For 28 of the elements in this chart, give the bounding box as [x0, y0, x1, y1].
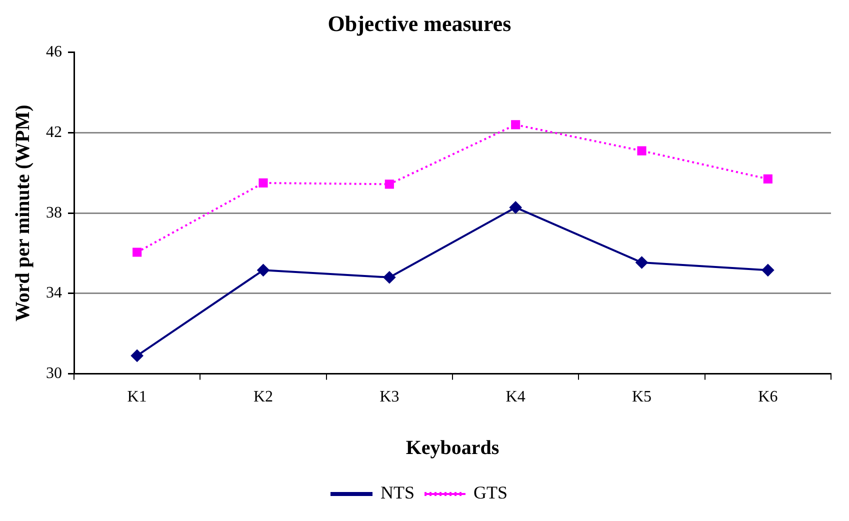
point	[257, 264, 270, 276]
point	[510, 201, 522, 214]
x-tick-label: K3	[380, 388, 400, 406]
y-tick-label: 34	[46, 284, 62, 302]
point	[762, 264, 774, 276]
x-tick-label: K2	[253, 388, 274, 406]
point	[131, 350, 144, 362]
x-axis-title: Keyboards	[406, 437, 500, 460]
x-tick-label: K4	[506, 388, 526, 406]
point	[383, 271, 396, 284]
point	[763, 174, 772, 184]
point	[258, 178, 268, 188]
point	[384, 180, 394, 189]
point	[636, 256, 648, 269]
point	[511, 120, 520, 130]
y-tick-label: 42	[46, 124, 62, 141]
x-tick-label: K5	[632, 388, 652, 406]
point	[132, 248, 142, 257]
y-tick-label: 46	[46, 44, 62, 61]
point	[637, 146, 646, 156]
x-tick-label: K6	[758, 388, 778, 406]
x-tick-label: K1	[127, 388, 147, 406]
legend-label: NTS	[380, 482, 415, 503]
chart-title: Objective measures	[328, 10, 512, 36]
y-axis-title: Word per minute (WPM)	[12, 104, 34, 322]
legend-label: GTS	[474, 482, 508, 503]
y-tick-label: 30	[46, 365, 62, 382]
y-tick-label: 38	[46, 204, 62, 222]
